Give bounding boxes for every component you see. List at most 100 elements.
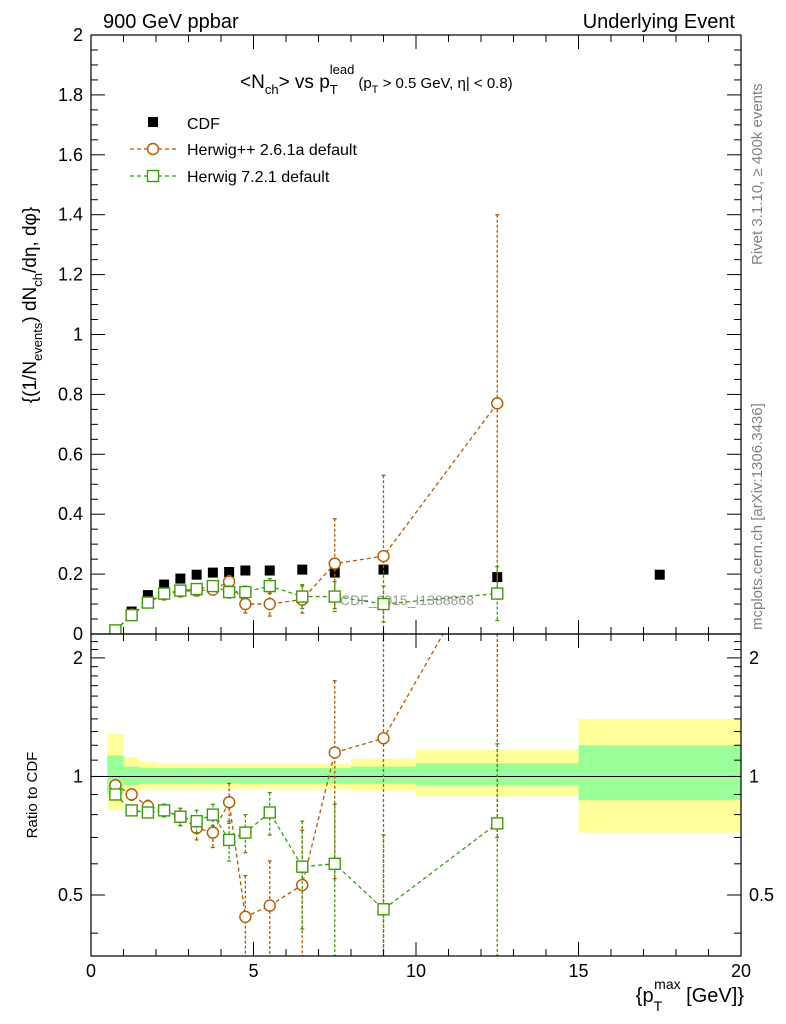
ratio-band-inner xyxy=(237,768,254,784)
herwig7-point xyxy=(239,585,252,599)
herwig7-ratio-point xyxy=(206,808,220,821)
ratio-tick-label-right: 0.5 xyxy=(749,885,774,905)
reference-label: CDF_2015_I1388868 xyxy=(340,592,474,608)
herwig7-ratio-point xyxy=(222,833,236,847)
cdf-point xyxy=(142,590,153,601)
ratio-plot xyxy=(109,634,504,956)
ratio-band-inner xyxy=(221,768,238,784)
chart-title: <Nch> vs pTlead(pT > 0.5 GeV, η| < 0.8) xyxy=(240,62,513,97)
legend-herwig7-label: Herwig 7.2.1 default xyxy=(187,169,330,186)
herwigpp-ratio-point xyxy=(125,788,138,801)
y-tick-label: 0.2 xyxy=(58,564,83,584)
herwig7-point xyxy=(491,587,504,600)
x-axis-label: {pTmax [GeV]} xyxy=(636,976,745,1014)
ratio-tick-label-left: 1 xyxy=(73,766,83,786)
legend-herwigpp-marker xyxy=(146,142,160,156)
y-tick-label: 2 xyxy=(73,25,83,45)
legend-cdf-label: CDF xyxy=(187,116,220,133)
herwig7-ratio-point xyxy=(377,903,390,916)
legend-herwig7-marker xyxy=(146,169,160,183)
y-tick-label: 1.2 xyxy=(58,265,83,285)
herwigpp-point xyxy=(491,397,504,410)
main-plot xyxy=(109,214,665,634)
herwig7-ratio-point xyxy=(328,857,341,871)
herwig7-ratio-point xyxy=(109,788,122,801)
herwig7-ratio-point xyxy=(296,860,309,873)
herwig7-point xyxy=(296,590,309,603)
herwig7-point xyxy=(125,608,138,622)
cdf-point xyxy=(240,565,251,576)
herwigpp-point xyxy=(239,597,252,611)
cdf-point xyxy=(224,567,235,578)
herwig7-point xyxy=(109,624,122,634)
ratio-tick-label-right: 2 xyxy=(749,648,759,668)
herwig7-point xyxy=(190,582,203,596)
herwig7-point xyxy=(174,584,187,597)
y-tick-label: 1.4 xyxy=(58,205,83,225)
herwig7-ratio-point xyxy=(125,804,138,817)
herwigpp-point xyxy=(328,557,341,570)
herwig7-ratio-point xyxy=(157,804,171,817)
cdf-point xyxy=(159,579,170,590)
herwig7-ratio-point xyxy=(263,806,276,819)
herwigpp-point xyxy=(263,597,276,611)
herwigpp-ratio-point xyxy=(239,910,252,924)
herwigpp-ratio-point xyxy=(328,746,341,759)
herwig7-point xyxy=(328,590,341,603)
ratio-tick-label-right: 1 xyxy=(749,766,759,786)
x-tick-label: 20 xyxy=(731,961,751,981)
y-axis-label: {(1/Nevents) dNch/dη, dφ} xyxy=(20,207,45,403)
cdf-point xyxy=(175,573,186,584)
legend-cdf-marker xyxy=(148,117,158,127)
y-tick-label: 0 xyxy=(73,624,83,644)
herwig7-ratio-point xyxy=(491,817,504,830)
ratio-band-inner xyxy=(139,768,156,784)
herwigpp-ratio-point xyxy=(206,826,220,839)
legend: CDF Herwig++ 2.6.1a default Herwig 7.2.1… xyxy=(130,116,357,186)
x-tick-label: 0 xyxy=(86,961,96,981)
herwigpp-ratio-point xyxy=(222,796,236,809)
herwig7-point xyxy=(157,587,171,600)
x-tick-label: 10 xyxy=(406,961,426,981)
y-tick-label: 0.4 xyxy=(58,504,83,524)
ratio-band-inner xyxy=(156,768,173,784)
cdf-point xyxy=(654,569,665,580)
ratio-band-inner xyxy=(578,745,741,801)
header-right: Underlying Event xyxy=(583,11,736,33)
ratio-band-inner xyxy=(123,766,140,786)
ratio-band-inner xyxy=(172,768,189,784)
herwig7-ratio-point xyxy=(239,826,252,839)
ratio-band-inner xyxy=(204,768,221,784)
ratio-tick-label-left: 2 xyxy=(73,648,83,668)
herwig7-ratio-point xyxy=(141,806,155,819)
y-tick-label: 1 xyxy=(73,325,83,345)
herwig7-point xyxy=(377,597,390,611)
ratio-band-inner xyxy=(253,768,286,784)
herwig7-ratio-point xyxy=(190,814,203,828)
ratio-tick-label-left: 0.5 xyxy=(58,885,83,905)
herwig7-point xyxy=(141,596,155,609)
y-tick-label: 1.6 xyxy=(58,145,83,165)
cdf-point xyxy=(329,567,340,578)
axis-ticks: 0 5 10 15 20 0 0.2 0.4 0.6 0.8 1 1.2 1.4 1.6 1.8 2 0.5 0.… xyxy=(58,25,774,981)
mcplots-label: mcplots.cern.ch [arXiv:1306.3436] xyxy=(749,403,766,630)
herwig7-ratio-point xyxy=(174,810,187,823)
herwig7-ratio-line xyxy=(114,794,498,911)
herwig7-point xyxy=(222,585,236,599)
y-tick-label: 0.6 xyxy=(58,444,83,464)
cdf-point xyxy=(207,567,218,578)
legend-herwigpp-label: Herwig++ 2.6.1a default xyxy=(187,142,357,159)
herwigpp-ratio-line xyxy=(115,634,444,918)
herwigpp-ratio-point xyxy=(377,732,390,745)
ratio-band-inner xyxy=(188,768,205,784)
x-tick-label: 5 xyxy=(248,961,258,981)
cdf-point xyxy=(264,565,275,576)
herwigpp-ratio-point xyxy=(263,899,276,912)
header-left: 900 GeV ppbar xyxy=(103,11,239,33)
cdf-point xyxy=(378,564,389,575)
herwig7-point xyxy=(263,579,276,593)
y-tick-label: 0.8 xyxy=(58,384,83,404)
cdf-point xyxy=(191,569,202,580)
y-tick-label: 1.8 xyxy=(58,85,83,105)
